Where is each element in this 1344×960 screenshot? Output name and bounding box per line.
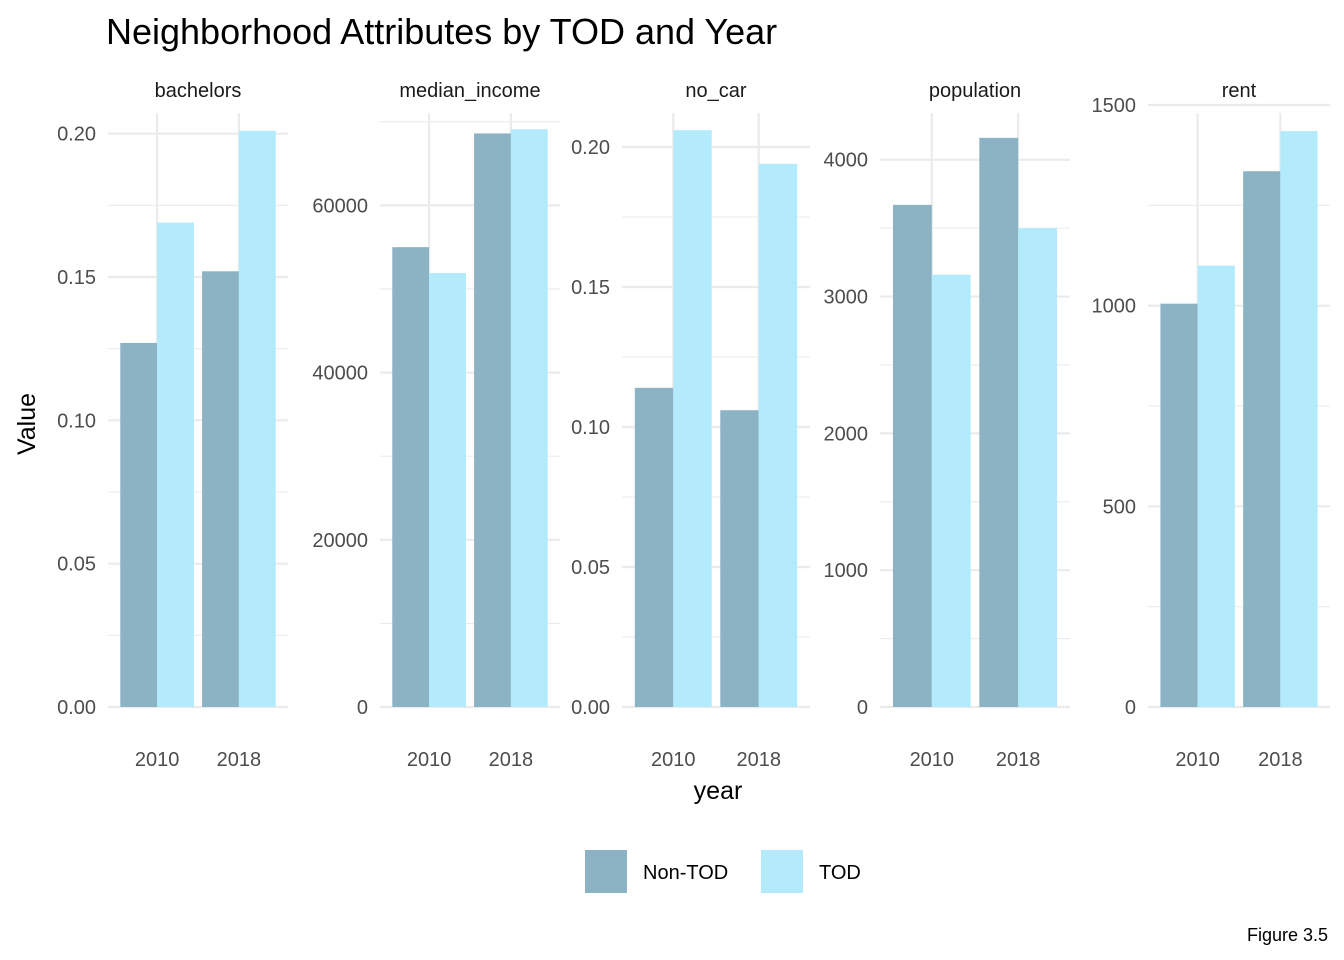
legend-label: TOD <box>819 862 861 884</box>
bar-non-tod-2018 <box>720 410 759 707</box>
bar-tod-2010 <box>1197 265 1235 707</box>
y-tick-label: 0.00 <box>57 697 96 719</box>
y-tick-label: 60000 <box>312 195 368 217</box>
legend-item-non-tod: Non-TOD <box>585 850 728 893</box>
y-tick-label: 0.00 <box>571 697 610 719</box>
chart-title: Neighborhood Attributes by TOD and Year <box>106 11 777 52</box>
legend: Non-TOD TOD <box>585 850 861 893</box>
x-tick-label: 2018 <box>996 749 1041 771</box>
y-tick-label: 500 <box>1103 496 1136 518</box>
y-tick-label: 0.05 <box>571 557 610 579</box>
bar-tod-2010 <box>673 130 712 707</box>
legend-key <box>761 850 803 893</box>
y-tick-label: 0.10 <box>571 417 610 439</box>
facet-label: bachelors <box>155 80 242 102</box>
facet-label: rent <box>1222 80 1257 102</box>
bar-non-tod-2010 <box>120 342 158 707</box>
bar-tod-2010 <box>931 274 971 707</box>
x-tick-label: 2018 <box>217 749 262 771</box>
bar-tod-2010 <box>157 222 194 708</box>
y-tick-label: 2000 <box>824 423 869 445</box>
bar-tod-2018 <box>758 163 798 708</box>
y-tick-label: 0 <box>357 697 368 719</box>
y-tick-label: 0.20 <box>57 124 96 146</box>
y-tick-label: 0 <box>1125 697 1136 719</box>
bar-non-tod-2010 <box>892 204 932 708</box>
facet-label: population <box>929 80 1021 102</box>
bar-non-tod-2018 <box>979 137 1019 707</box>
bar-tod-2018 <box>238 130 276 708</box>
x-tick-label: 2018 <box>1258 749 1303 771</box>
bar-tod-2018 <box>510 129 548 708</box>
y-tick-label: 3000 <box>824 287 869 309</box>
facet-label: median_income <box>399 80 540 102</box>
y-tick-label: 1000 <box>824 560 869 582</box>
facet-median-income: median_income 0 20000 40000 60000 2010 2018 <box>312 80 560 771</box>
y-tick-label: 0.15 <box>57 267 96 289</box>
bar-non-tod-2010 <box>634 387 674 707</box>
x-tick-label: 2010 <box>135 749 180 771</box>
y-tick-label: 0.10 <box>57 410 96 432</box>
bar-non-tod-2018 <box>202 271 239 707</box>
bar-non-tod-2010 <box>392 247 430 707</box>
y-tick-label: 0.20 <box>571 137 610 159</box>
bar-non-tod-2010 <box>1160 303 1198 707</box>
y-tick-label: 0 <box>857 697 868 719</box>
bar-tod-2018 <box>1018 228 1058 708</box>
bar-non-tod-2018 <box>1243 171 1281 708</box>
y-tick-label: 1000 <box>1092 296 1137 318</box>
y-tick-label: 40000 <box>312 363 368 385</box>
x-tick-label: 2018 <box>736 749 781 771</box>
legend-label: Non-TOD <box>643 862 728 884</box>
facet-no-car: no_car 0.00 0.05 0.10 0.15 0.20 2010 2018 <box>571 80 810 771</box>
legend-key <box>585 850 627 893</box>
y-axis-title: Value <box>13 393 41 455</box>
x-tick-label: 2010 <box>1175 749 1220 771</box>
facet-population: population 0 1000 2000 3000 4000 2010 2018 <box>824 80 1070 771</box>
y-tick-label: 20000 <box>312 530 368 552</box>
bar-tod-2010 <box>429 273 466 707</box>
x-tick-label: 2010 <box>910 749 955 771</box>
bar-tod-2018 <box>1280 131 1318 707</box>
legend-item-tod: TOD <box>761 850 861 893</box>
y-tick-label: 4000 <box>824 150 869 172</box>
x-axis-title: year <box>694 777 743 805</box>
x-tick-label: 2010 <box>407 749 452 771</box>
facet-bachelors: bachelors 0.00 0.05 0.10 0.15 0.20 2010 2018 <box>57 80 288 771</box>
x-tick-label: 2018 <box>489 749 534 771</box>
facet-rent: rent 0 500 1000 1500 2010 2018 <box>1092 80 1330 771</box>
bar-non-tod-2018 <box>474 133 511 707</box>
y-tick-label: 0.05 <box>57 554 96 576</box>
facet-label: no_car <box>685 80 746 102</box>
y-tick-label: 1500 <box>1092 95 1137 117</box>
y-tick-label: 0.15 <box>571 277 610 299</box>
figure-caption: Figure 3.5 <box>1247 925 1328 945</box>
x-tick-label: 2010 <box>651 749 696 771</box>
